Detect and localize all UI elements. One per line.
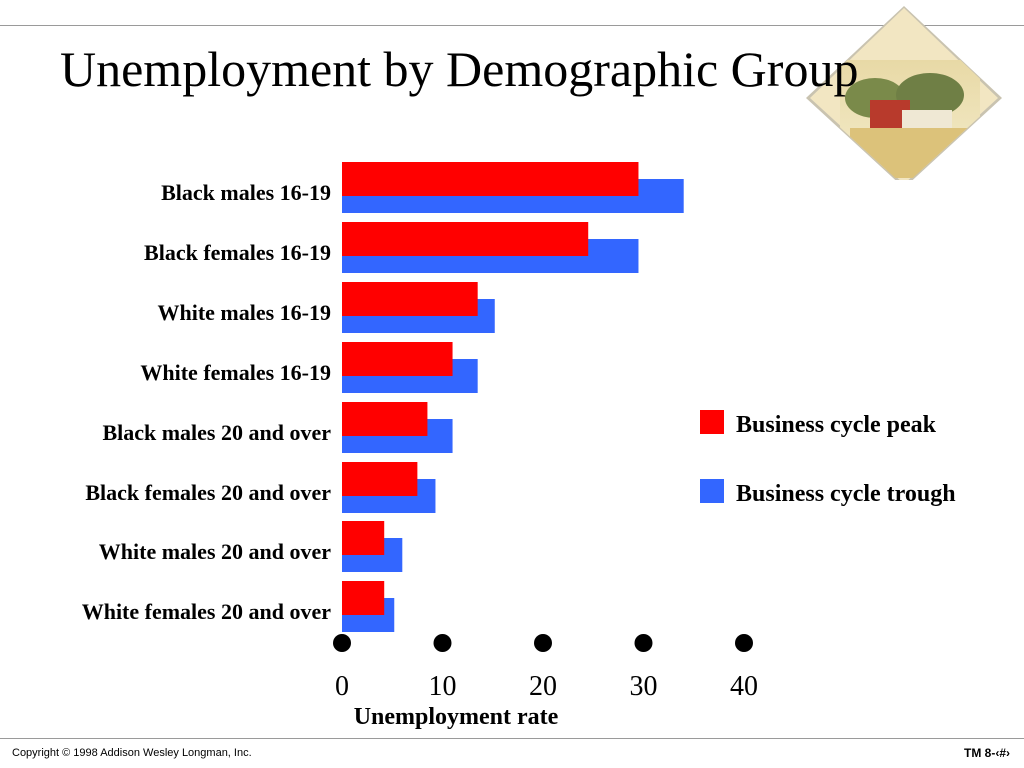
- bottom-rule: [0, 738, 1024, 739]
- bars-layer: [342, 162, 684, 632]
- tick-label-2: 20: [529, 671, 557, 702]
- bar-peak-3: [342, 342, 453, 376]
- bar-peak-6: [342, 521, 385, 555]
- category-label-4: Black males 20 and over: [102, 420, 331, 445]
- legend-label-1: Business cycle trough: [736, 481, 956, 507]
- tick-dot-0: [333, 634, 351, 652]
- tick-dot-1: [433, 634, 452, 652]
- page-title: Unemployment by Demographic Group: [60, 41, 859, 97]
- category-label-2: White males 16-19: [157, 300, 331, 325]
- tick-label-0: 0: [335, 671, 349, 702]
- tree-right: [896, 73, 964, 117]
- legend: Business cycle peak Business cycle trough: [700, 410, 956, 507]
- tick-dot-4: [735, 634, 753, 652]
- bar-chart: Black males 16-19 Black females 16-19 Whit…: [82, 162, 956, 730]
- tick-label-3: 30: [630, 671, 658, 702]
- bar-peak-5: [342, 462, 418, 496]
- category-label-1: Black females 16-19: [144, 240, 331, 265]
- category-label-3: White females 16-19: [140, 360, 331, 385]
- x-axis: 0 10 20 30 40: [333, 634, 758, 702]
- bar-peak-7: [342, 581, 385, 615]
- legend-swatch-1: [700, 479, 724, 503]
- legend-label-0: Business cycle peak: [736, 412, 937, 438]
- tick-dot-3: [634, 634, 653, 652]
- category-label-5: Black females 20 and over: [85, 480, 331, 505]
- category-label-6: White males 20 and over: [99, 539, 331, 564]
- bar-peak-2: [342, 282, 478, 316]
- category-label-0: Black males 16-19: [161, 180, 331, 205]
- farmhouse: [902, 110, 952, 132]
- tick-label-1: 10: [429, 671, 457, 702]
- farm-picture-decoration: [806, 6, 1002, 180]
- copyright-footer: Copyright © 1998 Addison Wesley Longman,…: [12, 747, 252, 759]
- x-axis-title: Unemployment rate: [354, 704, 559, 730]
- top-rule: [0, 25, 1024, 26]
- bar-peak-0: [342, 162, 639, 196]
- category-label-7: White females 20 and over: [82, 599, 332, 624]
- bar-peak-1: [342, 222, 589, 256]
- legend-swatch-0: [700, 410, 724, 434]
- slide-number: TM 8-‹#›: [964, 746, 1010, 760]
- category-labels: Black males 16-19 Black females 16-19 Whit…: [82, 180, 332, 624]
- bar-peak-4: [342, 402, 428, 436]
- tick-dot-2: [534, 634, 552, 652]
- tick-label-4: 40: [730, 671, 758, 702]
